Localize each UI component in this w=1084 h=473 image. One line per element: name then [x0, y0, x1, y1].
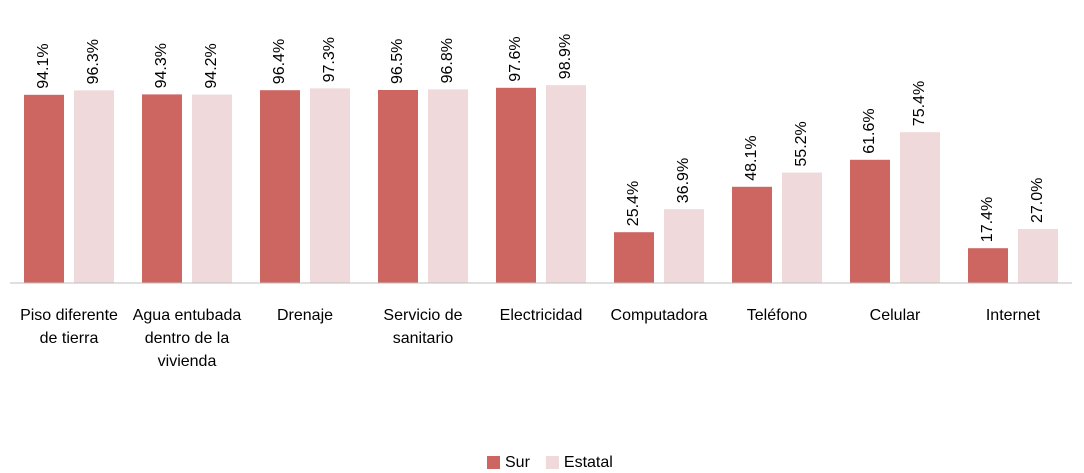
value-label: 97.3%	[321, 37, 338, 82]
value-label: 94.1%	[35, 43, 52, 88]
x-tick-label: Teléfono	[746, 307, 808, 324]
x-tick-label: Agua entubada dentro de la vivienda	[132, 307, 242, 370]
value-label: 36.9%	[675, 158, 692, 203]
bar	[260, 90, 300, 283]
bar	[192, 94, 232, 283]
bar	[664, 209, 704, 283]
bar	[782, 172, 822, 283]
legend-label: Sur	[505, 454, 531, 471]
bar	[850, 159, 890, 283]
bar	[496, 87, 536, 283]
bar	[732, 186, 772, 283]
bar	[310, 88, 350, 284]
value-label: 48.1%	[743, 135, 760, 180]
bar	[614, 232, 654, 283]
value-label: 97.6%	[507, 36, 524, 81]
value-label: 96.3%	[85, 39, 102, 84]
value-label: 27.0%	[1029, 178, 1046, 223]
bar	[900, 132, 940, 283]
value-label: 98.9%	[557, 34, 574, 79]
x-tick-label: Computadora	[610, 307, 708, 324]
value-label: 94.3%	[153, 43, 170, 88]
bar	[74, 90, 114, 284]
bar	[1018, 229, 1058, 283]
value-label: 75.4%	[911, 81, 928, 126]
x-tick-label: Drenaje	[276, 307, 334, 324]
bar	[428, 89, 468, 284]
value-label: 96.5%	[389, 39, 406, 84]
x-tick-label: Electricidad	[499, 307, 583, 324]
x-tick-label: Servicio de sanitario	[383, 307, 463, 347]
value-label: 96.4%	[271, 39, 288, 84]
legend-label: Estatal	[564, 454, 613, 471]
bar	[968, 248, 1008, 283]
bar	[378, 90, 418, 283]
value-label: 61.6%	[861, 108, 878, 153]
value-label: 55.2%	[793, 121, 810, 166]
bar	[24, 94, 64, 283]
bar	[142, 94, 182, 284]
x-tick-label: Piso diferente de tierra	[20, 307, 118, 347]
legend-swatch	[545, 456, 559, 469]
legend-swatch	[487, 456, 500, 469]
value-label: 17.4%	[979, 197, 996, 242]
value-label: 94.2%	[203, 43, 220, 88]
value-label: 25.4%	[625, 181, 642, 226]
value-label: 96.8%	[439, 38, 456, 83]
bar	[546, 85, 586, 283]
x-tick-label: Internet	[985, 307, 1041, 324]
x-tick-label: Celular	[869, 307, 921, 324]
